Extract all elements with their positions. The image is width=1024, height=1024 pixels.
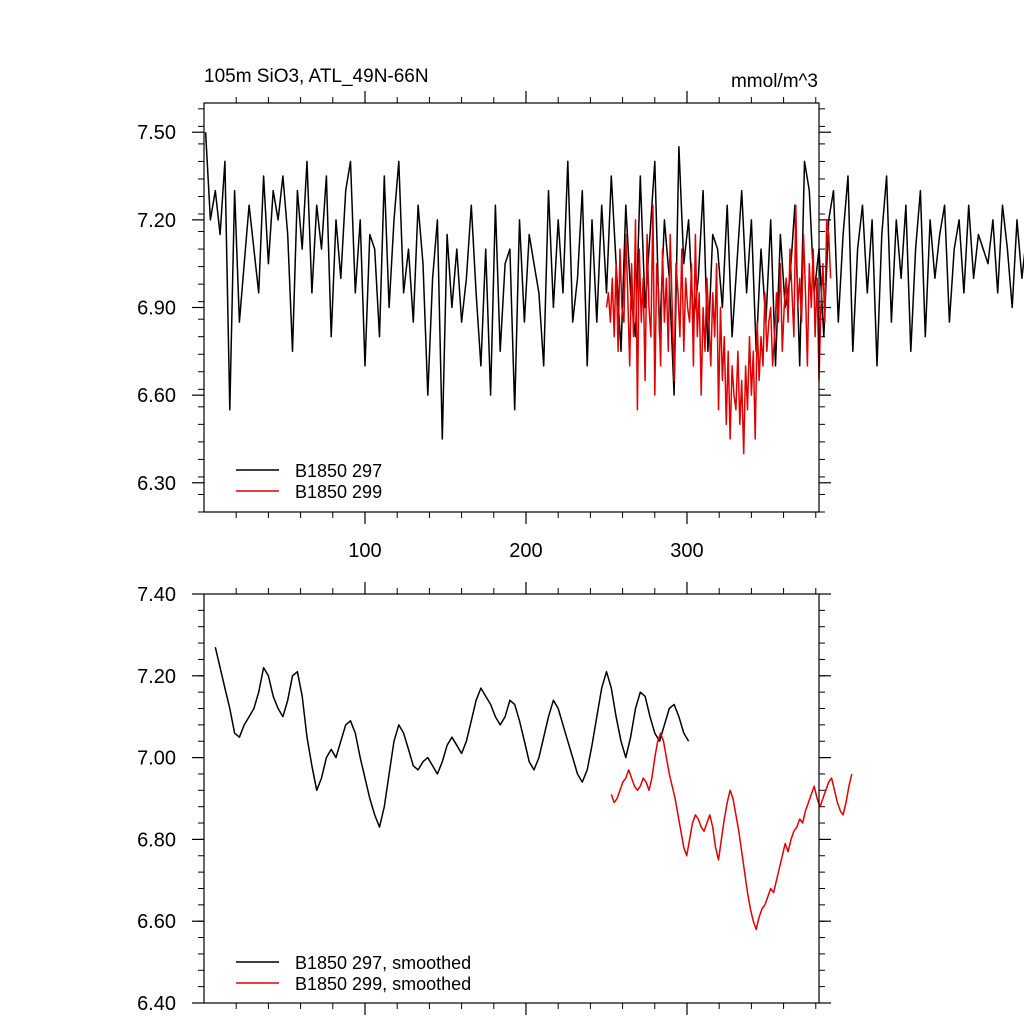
top-plot-frame [203, 102, 820, 513]
bottom-y-tick-label: 6.40 [137, 993, 176, 1015]
bottom-series-line-0 [214, 647, 690, 828]
bottom-plot-frame [203, 593, 820, 1004]
top-y-tick-label: 6.90 [137, 298, 176, 320]
bottom-legend-label-0: B1850 297, smoothed [295, 953, 471, 973]
top-title-left: 105m SiO3, ATL_49N-66N [204, 66, 429, 87]
bottom-series-lines [214, 647, 853, 931]
top-y-tick-label: 7.50 [137, 122, 176, 144]
bottom-y-tick-label: 7.40 [137, 584, 176, 606]
top-x-tick-label: 300 [670, 540, 703, 562]
top-x-tick-label: 100 [348, 540, 381, 562]
top-legend-label-0: B1850 297 [295, 461, 382, 481]
top-y-tick-label: 7.20 [137, 210, 176, 232]
top-series-line-1 [605, 204, 832, 455]
bottom-y-tick-label: 6.80 [137, 829, 176, 851]
top-y-tick-label: 6.60 [137, 385, 176, 407]
bottom-y-tick-label: 7.20 [137, 666, 176, 688]
top-axis-labels: 6.30 6.60 6.90 7.20 7.50 100 200 300 [137, 122, 704, 562]
bottom-y-tick-label: 6.60 [137, 911, 176, 933]
top-x-tick-label: 200 [509, 540, 542, 562]
top-panel: 105m SiO3, ATL_49N-66N mmol/m^3 6.30 6.60… [137, 66, 1024, 562]
top-y-tick-label: 6.30 [137, 473, 176, 495]
bottom-y-tick-label: 7.00 [137, 748, 176, 770]
top-legend-label-1: B1850 299 [295, 482, 382, 502]
bottom-series-line-1 [610, 732, 853, 931]
bottom-axis-ticks [192, 582, 831, 1015]
bottom-panel: 6.40 6.60 6.80 7.00 7.20 7.40 B1850 297, smoo… [137, 582, 853, 1015]
top-series-lines [204, 132, 1024, 455]
top-legend: B1850 297 B1850 299 [236, 461, 382, 502]
top-axis-ticks [192, 91, 831, 524]
bottom-legend: B1850 297, smoothed B1850 299, smoothed [236, 953, 471, 994]
bottom-legend-label-1: B1850 299, smoothed [295, 974, 471, 994]
top-title-right: mmol/m^3 [731, 71, 818, 92]
bottom-axis-labels: 6.40 6.60 6.80 7.00 7.20 7.40 [137, 584, 176, 1015]
